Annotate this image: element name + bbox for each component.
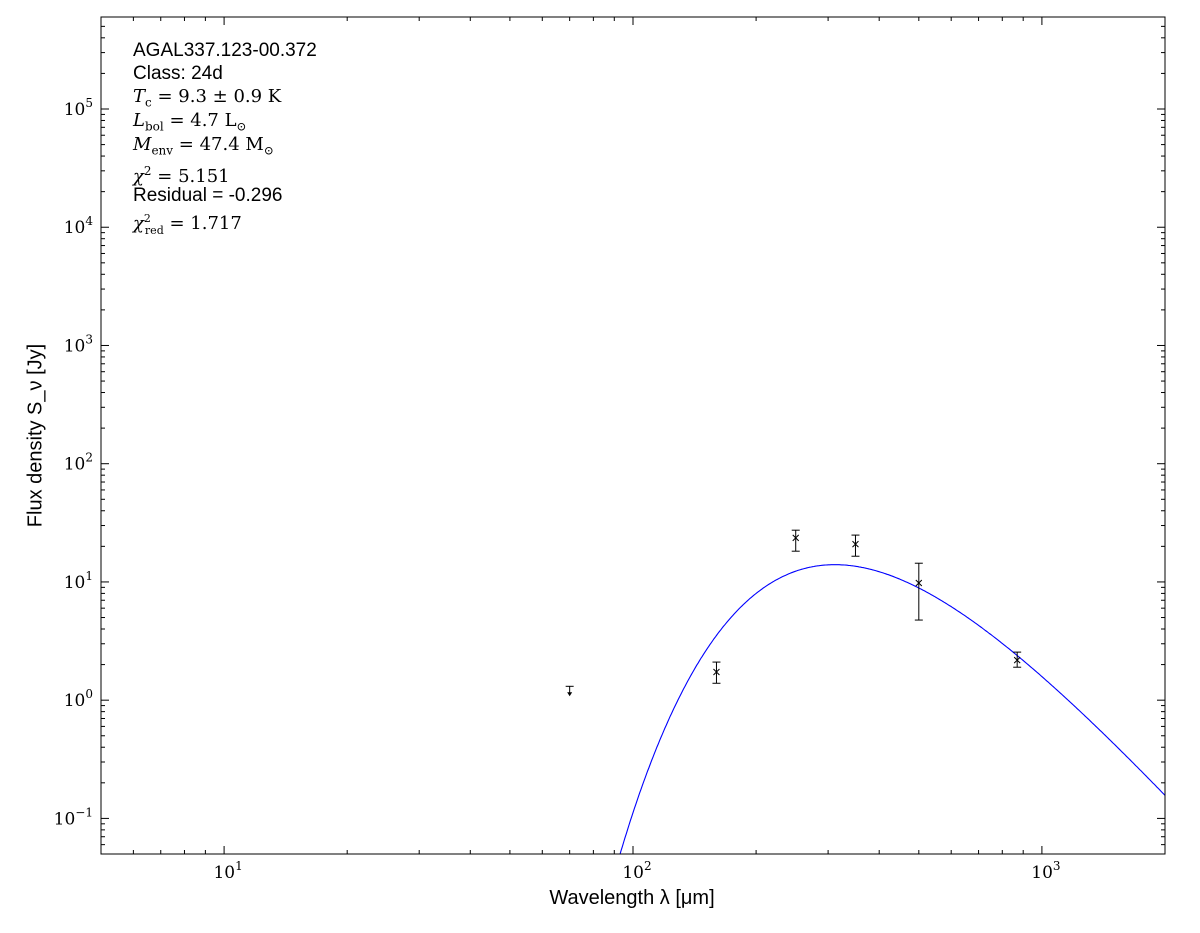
- tc-value: = 9.3 ± 0.9 K: [157, 86, 282, 107]
- y-tick-label: 10−1: [54, 805, 93, 829]
- lbol-label: Lbol = 4.7 L⊙: [133, 110, 247, 134]
- data-point: [915, 579, 923, 587]
- y-tick-label: 105: [64, 96, 93, 120]
- x-tick-label: 102: [622, 859, 651, 883]
- data-point: [1013, 656, 1021, 664]
- y-tick-label: 103: [64, 332, 93, 356]
- data-point: [713, 668, 720, 676]
- chi2red-value: = 1.717: [169, 213, 242, 234]
- upper-limit-arrow: [567, 692, 573, 697]
- x-tick-label: 101: [213, 859, 242, 883]
- menv-label: Menv = 47.4 M⊙: [133, 134, 274, 158]
- data-point: [792, 534, 800, 542]
- chi2-value: = 5.151: [157, 166, 230, 187]
- x-tick-label: 103: [1031, 859, 1060, 883]
- x-axis-label: Wavelength λ [μm]: [549, 887, 715, 909]
- chi2red-label: χ2red = 1.717: [133, 212, 242, 237]
- residual-label: Residual = -0.296: [133, 185, 283, 206]
- class-label: Class: 24d: [133, 63, 223, 84]
- chi2-label: χ2 = 5.151: [133, 164, 230, 187]
- y-tick-label: 101: [64, 569, 93, 593]
- y-tick-label: 100: [64, 687, 93, 711]
- y-tick-label: 102: [64, 451, 93, 475]
- y-tick-label: 104: [64, 214, 94, 238]
- source-name: AGAL337.123-00.372: [133, 40, 317, 61]
- model-curve: [619, 564, 1166, 855]
- menv-value: = 47.4 M: [178, 134, 264, 155]
- tc-label: Tc = 9.3 ± 0.9 K: [133, 86, 282, 110]
- lbol-value: = 4.7 L: [169, 110, 237, 131]
- data-point: [852, 540, 859, 548]
- y-axis-label: Flux density S_ν [Jy]: [24, 343, 47, 528]
